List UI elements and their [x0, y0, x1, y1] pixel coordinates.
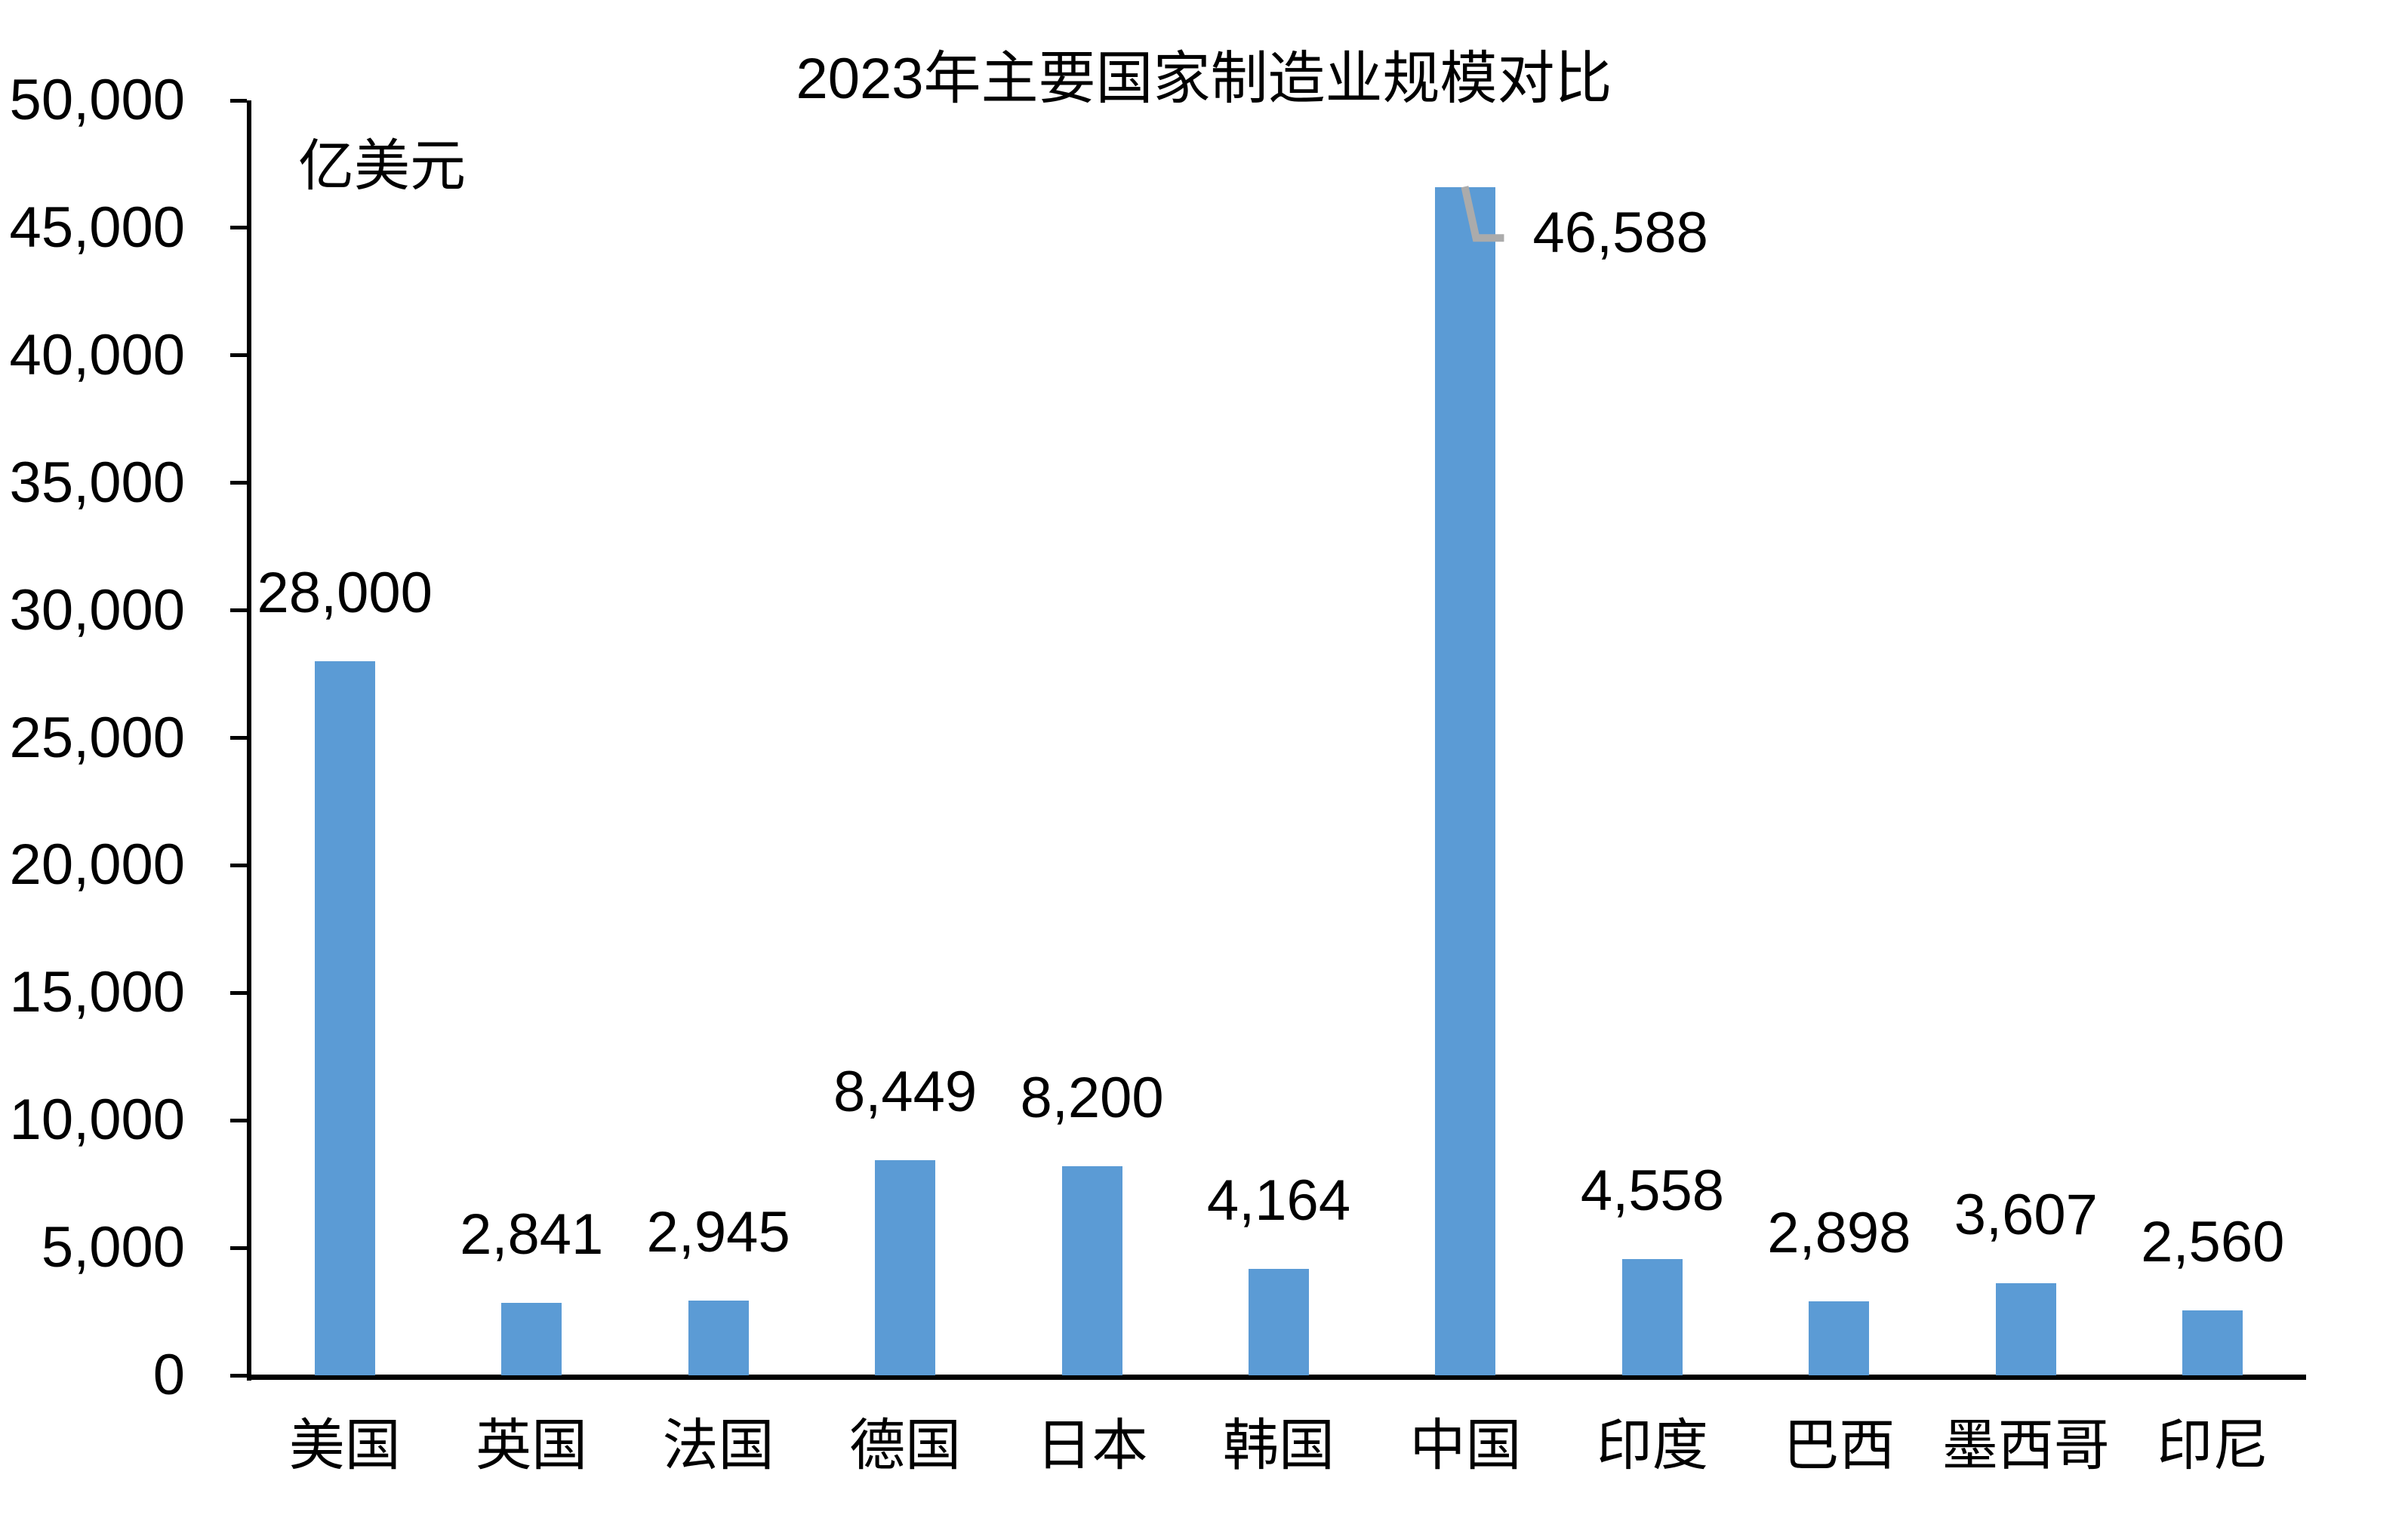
y-tick — [230, 353, 247, 358]
y-tick-label: 30,000 — [9, 577, 185, 642]
bar — [1621, 1259, 1683, 1375]
y-tick — [230, 98, 247, 103]
category-label: 英国 — [476, 1414, 588, 1476]
bar-value-label: 4,164 — [1206, 1168, 1351, 1233]
category-label: 法国 — [662, 1414, 774, 1476]
y-tick-label: 50,000 — [9, 68, 185, 132]
category-label: 德国 — [849, 1414, 962, 1476]
callout-value-label: 46,588 — [1532, 201, 1708, 266]
bar-value-label: 4,558 — [1580, 1159, 1724, 1224]
y-axis-unit-label: 亿美元 — [298, 134, 466, 197]
bar-value-label: 3,607 — [1954, 1183, 2098, 1248]
y-tick-label: 25,000 — [9, 705, 185, 770]
y-tick — [230, 481, 247, 485]
bar-value-label: 28,000 — [257, 561, 433, 626]
category-label: 中国 — [1409, 1414, 1522, 1476]
bar — [1249, 1269, 1309, 1375]
bar-value-label: 2,945 — [646, 1199, 790, 1264]
category-label: 印度 — [1596, 1414, 1708, 1476]
bar — [1061, 1166, 1122, 1375]
y-tick — [230, 736, 247, 740]
y-tick-label: 5,000 — [41, 1215, 185, 1280]
bar — [875, 1159, 936, 1375]
y-tick-label: 45,000 — [9, 195, 185, 260]
category-label: 墨西哥 — [1941, 1414, 2110, 1476]
bar-value-label: 8,200 — [1020, 1066, 1164, 1130]
bar — [1435, 187, 1496, 1375]
category-label: 美国 — [288, 1414, 401, 1476]
y-tick-label: 35,000 — [9, 450, 185, 515]
y-tick-label: 10,000 — [9, 1088, 185, 1153]
category-label: 印尼 — [2157, 1414, 2269, 1476]
y-tick-label: 15,000 — [9, 960, 185, 1025]
bar — [688, 1300, 749, 1375]
y-axis-line — [247, 100, 251, 1381]
chart-title: 2023年主要国家制造业规模对比 — [796, 47, 1612, 111]
bar-value-label: 2,560 — [2141, 1209, 2285, 1274]
bar-value-label: 8,449 — [833, 1059, 978, 1124]
y-tick-label: 20,000 — [9, 833, 185, 898]
y-tick — [230, 1373, 247, 1378]
y-tick — [230, 1245, 247, 1250]
y-tick — [230, 990, 247, 995]
bar — [314, 661, 375, 1375]
y-tick — [230, 226, 247, 230]
bar-value-label: 2,841 — [460, 1202, 604, 1267]
category-label: 韩国 — [1223, 1414, 1335, 1476]
bar — [1995, 1283, 2056, 1375]
y-tick-label: 0 — [152, 1343, 185, 1407]
y-tick-label: 40,000 — [9, 322, 185, 387]
bar-value-label: 2,898 — [1767, 1201, 1911, 1266]
y-tick — [230, 608, 247, 613]
bar — [2182, 1310, 2243, 1375]
y-tick — [230, 1118, 247, 1122]
x-axis-line — [247, 1375, 2306, 1380]
bar — [1809, 1301, 1870, 1375]
y-tick — [230, 863, 247, 867]
category-label: 巴西 — [1783, 1414, 1895, 1476]
bar — [501, 1303, 562, 1375]
category-label: 日本 — [1036, 1414, 1148, 1476]
